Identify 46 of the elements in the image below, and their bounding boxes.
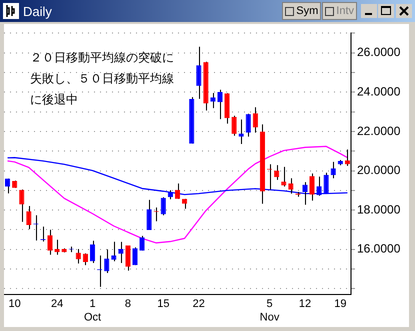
candlestick bbox=[310, 173, 315, 202]
y-tick-label: 20.0000 bbox=[357, 163, 401, 178]
text: Intv bbox=[322, 2, 357, 20]
candlestick bbox=[26, 205, 32, 230]
x-tick-label: 8 bbox=[124, 298, 131, 310]
candlestick bbox=[281, 166, 286, 188]
y-tick-label: 22.0000 bbox=[357, 124, 401, 138]
annotation: ２０日移動平均線の突破に失敗し、５０日移動平均線に後退中 bbox=[30, 50, 174, 107]
candlestick bbox=[174, 183, 180, 200]
candlestick bbox=[76, 248, 81, 264]
candlestick bbox=[132, 246, 138, 266]
candlestick bbox=[232, 115, 237, 136]
y-tick-label: 26.0000 bbox=[357, 45, 401, 60]
y-tick-label: 16.0000 bbox=[357, 242, 401, 256]
candlestick bbox=[104, 248, 110, 274]
y-tick-label: 18.0000 bbox=[357, 202, 401, 216]
candlestick bbox=[274, 164, 280, 180]
candlestick bbox=[111, 241, 116, 262]
candlestick bbox=[19, 188, 24, 222]
candlestick bbox=[246, 113, 251, 138]
candlestick bbox=[146, 199, 152, 230]
candlestick bbox=[47, 229, 53, 256]
candlestick bbox=[4, 178, 10, 194]
candlestick bbox=[252, 106, 258, 134]
x-tick-label: 12 bbox=[298, 298, 312, 310]
x-tick-label: 19 bbox=[334, 298, 347, 310]
x-tick-label: 24 bbox=[50, 298, 64, 310]
candlestick bbox=[238, 118, 244, 145]
candlestick bbox=[330, 161, 336, 179]
candlestick bbox=[140, 235, 145, 252]
x-tick-label: 22 bbox=[192, 298, 205, 310]
candlestick bbox=[90, 240, 96, 264]
candlestick bbox=[160, 196, 166, 216]
x-tick-label: 15 bbox=[157, 298, 170, 310]
candlestick bbox=[288, 178, 294, 194]
candlestick bbox=[210, 92, 216, 109]
x-tick-label: 5 Nov bbox=[260, 298, 280, 324]
y-tick-label: 24.0000 bbox=[357, 84, 401, 98]
candlestick bbox=[196, 46, 202, 100]
candlestick bbox=[125, 244, 130, 272]
x-tick-label: 1 Oct bbox=[84, 298, 102, 324]
candlestick bbox=[224, 92, 230, 124]
candlestick bbox=[217, 89, 223, 120]
x-tick-label: 10 bbox=[8, 298, 21, 310]
text: Sym bbox=[282, 2, 322, 20]
chart-title: Daily bbox=[23, 4, 53, 18]
